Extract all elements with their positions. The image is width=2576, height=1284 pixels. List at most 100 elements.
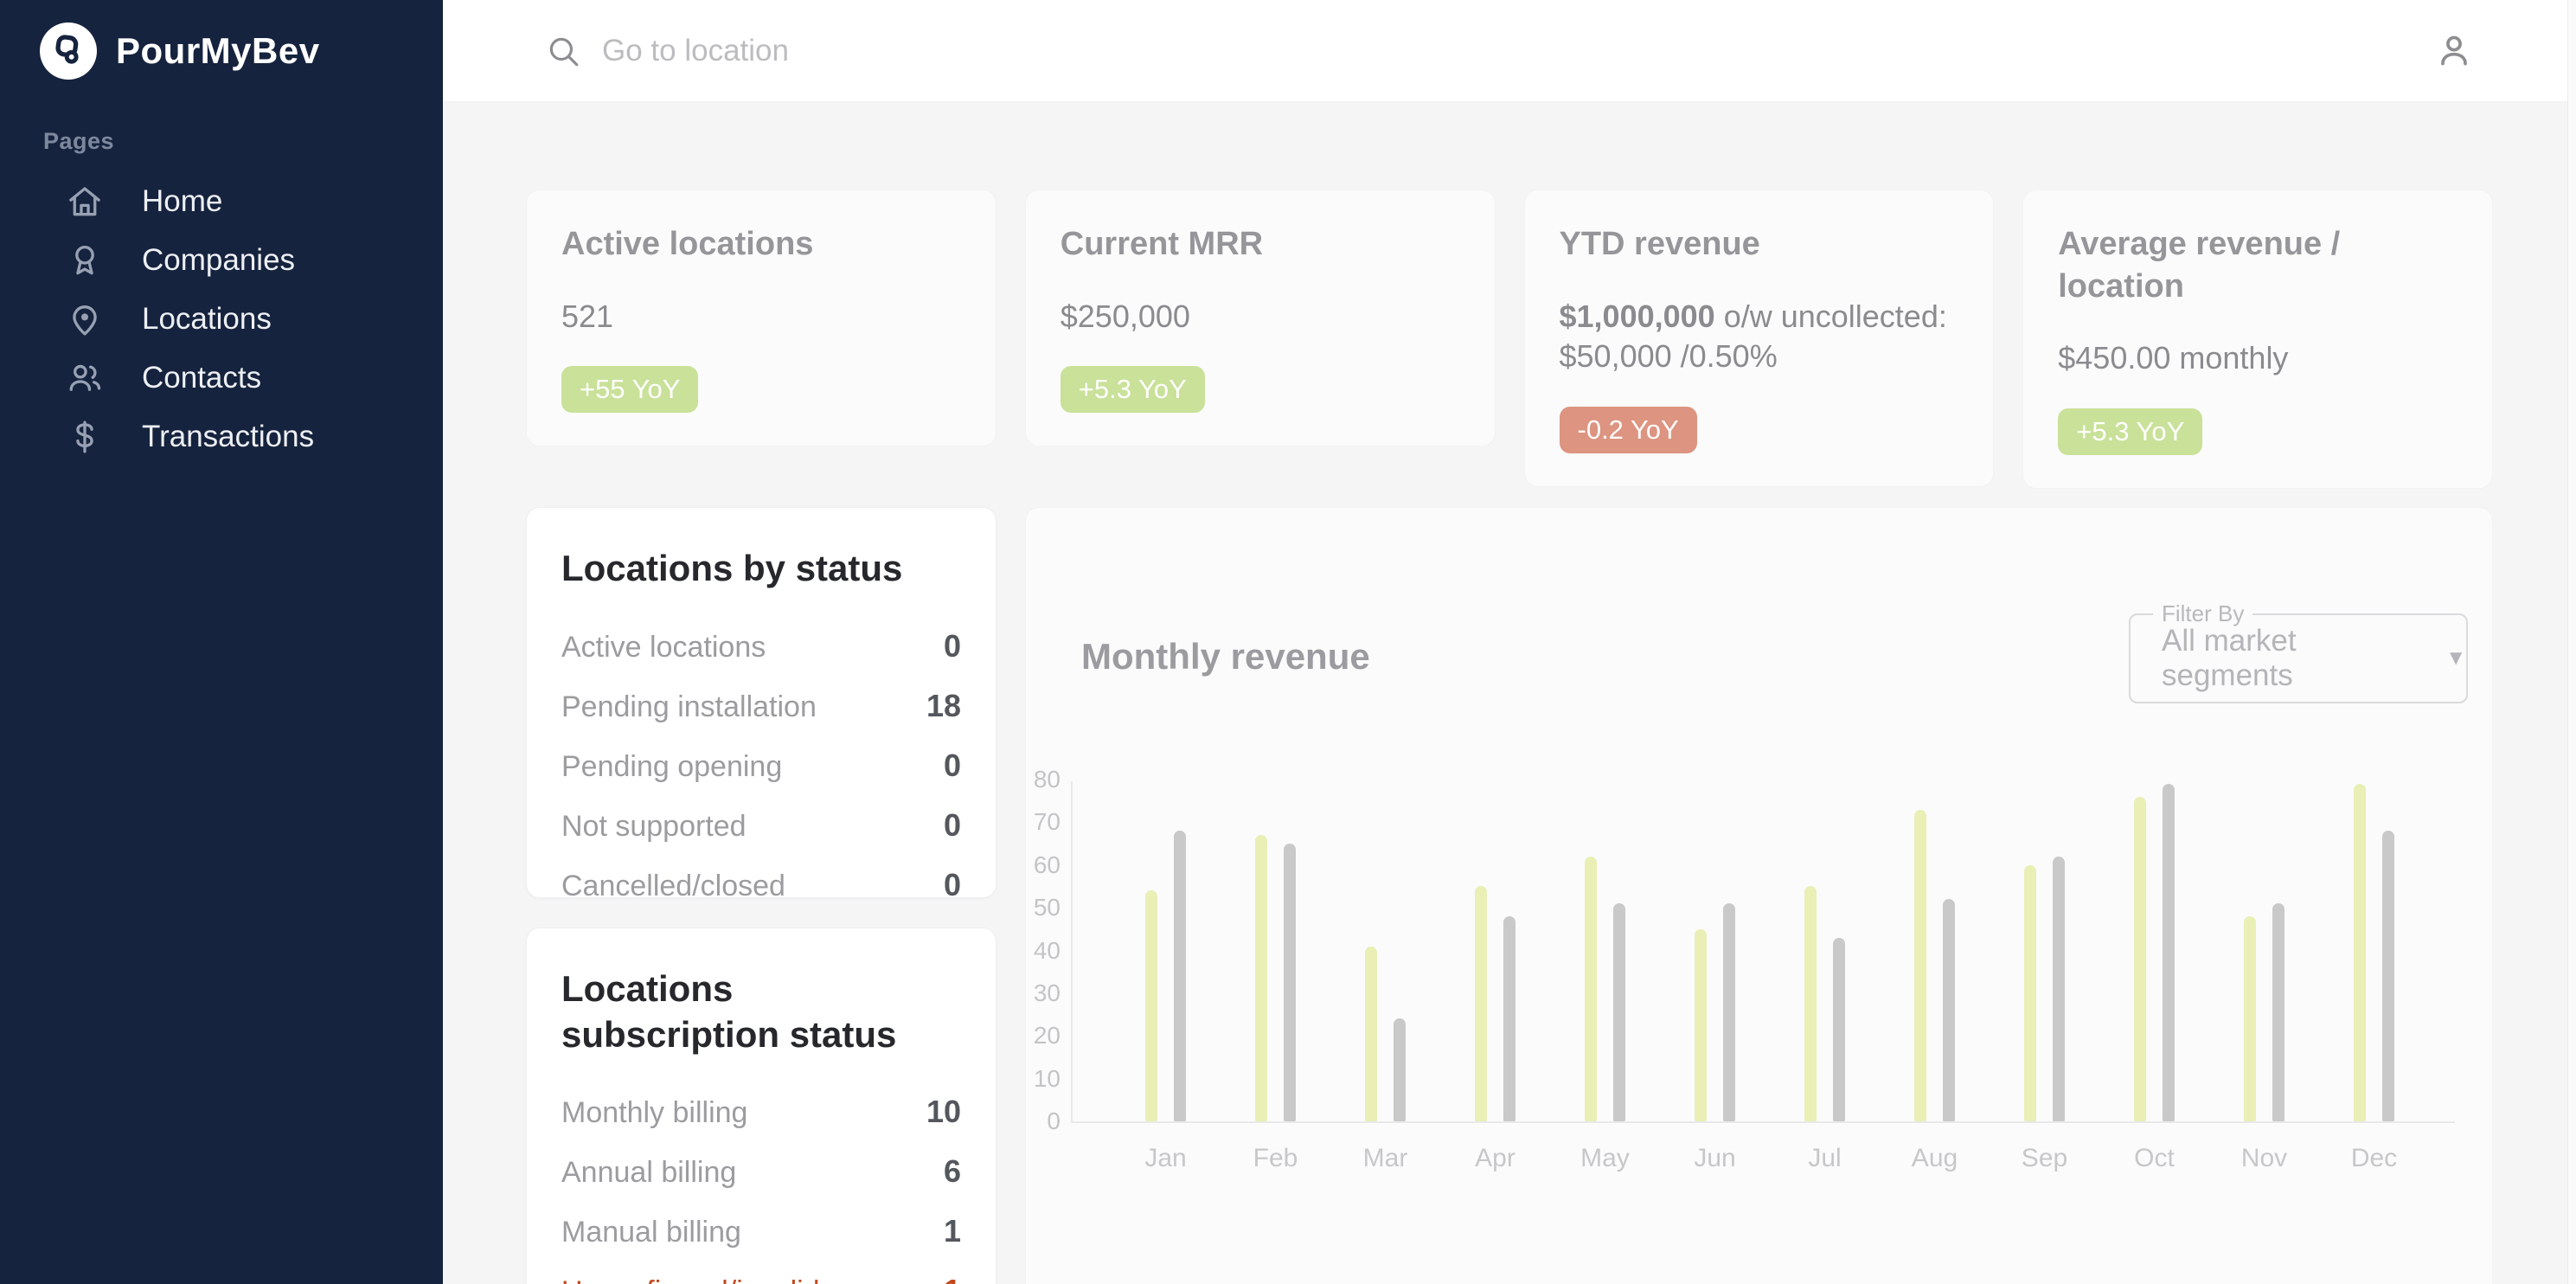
stat-card-ytd-revenue: YTD revenue $1,000,000 o/w uncollected: … [1523, 189, 1995, 488]
bar-series-green [1145, 890, 1157, 1122]
status-row: Monthly billing 10 [561, 1094, 961, 1130]
bar-series-gray [1503, 916, 1515, 1122]
y-tick-label: 60 [1033, 851, 1061, 878]
x-tick-label: Mar [1362, 1144, 1408, 1173]
status-row: Pending installation 18 [561, 688, 961, 724]
row-value: 0 [943, 866, 961, 902]
status-row: Cancelled/closed 0 [561, 867, 961, 903]
yoy-badge: -0.2 YoY [1559, 407, 1697, 454]
chart-bars: Jan Feb Mar Apr May Jun Jul Aug Sep Oct Nov Dec [1073, 781, 2455, 1172]
y-tick-label: 70 [1033, 808, 1061, 836]
row-value: 10 [926, 1094, 961, 1130]
row-label: Cancelled/closed [561, 869, 785, 902]
stat-card-value: 521 [561, 298, 614, 334]
month-group-jul: Jul [1804, 781, 1845, 1172]
month-group-may: May [1580, 781, 1630, 1172]
bar-series-green [2244, 916, 2256, 1122]
card-title: Locations by status [561, 548, 903, 589]
x-tick-label: Dec [2350, 1144, 2398, 1173]
status-row: Unconfirmed/invalid subscription1 [561, 1273, 961, 1284]
y-tick-label: 20 [1033, 1022, 1061, 1050]
month-group-dec: Dec [2351, 781, 2397, 1172]
stat-card-title: YTD revenue [1559, 226, 1760, 262]
bar-series-green [1695, 929, 1707, 1122]
stat-card-value: $1,000,000 o/w uncollected: $50,000 /0.5… [1560, 297, 1959, 378]
sidebar-item-home[interactable]: Home [0, 172, 443, 231]
month-group-oct: Oct [2134, 781, 2175, 1172]
bar-series-green [1365, 947, 1377, 1122]
stat-card-value: $450.00 monthly [2058, 340, 2289, 376]
x-tick-label: Nov [2240, 1144, 2288, 1173]
x-tick-label: May [1580, 1144, 1630, 1173]
chart-title: Monthly revenue [1081, 636, 1370, 677]
month-group-mar: Mar [1363, 781, 1407, 1172]
sidebar-item-companies[interactable]: Companies [0, 231, 443, 290]
ytd-suffix: o/w uncollected: [1714, 298, 1947, 334]
bar-series-gray [2382, 831, 2394, 1122]
status-row: Active locations 0 [561, 628, 961, 664]
month-group-nov: Nov [2241, 781, 2287, 1172]
bar-series-gray [1723, 903, 1735, 1122]
bar-series-gray [1943, 899, 1955, 1122]
row-label: Not supported [561, 809, 747, 843]
row-label: Pending opening [561, 749, 783, 783]
yoy-badge: +55 YoY [561, 366, 699, 414]
bar-series-green [1804, 886, 1817, 1122]
card-title: Locations subscription status [561, 968, 897, 1055]
person-icon [2441, 35, 2467, 66]
home-icon [66, 183, 104, 221]
y-tick-label: 40 [1033, 936, 1061, 964]
status-row: Pending opening 0 [561, 748, 961, 784]
search-input[interactable] [602, 34, 1381, 68]
market-segment-filter[interactable]: Filter By All market segments ▼ [2129, 600, 2468, 704]
row-label: Monthly billing [561, 1096, 748, 1130]
x-tick-label: Jan [1144, 1144, 1187, 1173]
row-value: 1 [944, 1273, 961, 1284]
locations-by-status-list: Active locations 0 Pending installation 18 P… [561, 628, 961, 903]
ytd-uncollected: $50,000 /0.50% [1559, 338, 1778, 375]
award-icon [66, 241, 104, 279]
bar-series-gray [1174, 831, 1186, 1122]
row-label: Annual billing [561, 1156, 737, 1190]
stat-card-row: Active locations 521 +55 YoY Current MRR… [526, 189, 2493, 490]
sidebar-item-label: Contacts [142, 361, 262, 395]
sidebar-item-label: Transactions [142, 420, 315, 453]
x-tick-label: Oct [2134, 1144, 2175, 1173]
row-value: 0 [943, 747, 961, 783]
y-tick-label: 80 [1033, 766, 1061, 793]
y-tick-label: 50 [1033, 894, 1061, 921]
user-account-button[interactable] [2434, 31, 2474, 71]
search-icon [549, 37, 579, 67]
sidebar-nav: Home Companies Locations Contacts Transactio… [0, 172, 443, 466]
stat-card-current-mrr: Current MRR $250,000 +5.3 YoY [1024, 189, 1496, 447]
month-group-sep: Sep [2022, 781, 2067, 1172]
map-pin-icon [66, 300, 104, 338]
sidebar-item-label: Locations [142, 302, 272, 336]
sidebar-item-contacts[interactable]: Contacts [0, 349, 443, 408]
bar-series-gray [2272, 903, 2284, 1122]
sidebar-section-label: Pages [43, 128, 115, 154]
yoy-badge: +5.3 YoY [1060, 366, 1205, 414]
filter-label: Filter By [2153, 600, 2253, 628]
topbar [443, 0, 2576, 102]
sidebar-item-locations[interactable]: Locations [0, 290, 443, 349]
vertical-scrollbar[interactable] [2567, 0, 2576, 1284]
sidebar-item-label: Companies [142, 243, 296, 277]
people-icon [66, 359, 104, 397]
month-group-jan: Jan [1144, 781, 1187, 1172]
locations-by-status-card: Locations by status Active locations 0 Pen… [526, 507, 996, 902]
bar-series-gray [1284, 844, 1296, 1122]
brand-logo[interactable]: PourMyBev [0, 0, 443, 80]
stat-card-title: Average revenue / location [2058, 226, 2341, 305]
x-tick-label: Aug [1911, 1144, 1958, 1173]
subscription-status-card: Locations subscription status Monthly bi… [526, 928, 996, 1284]
month-group-apr: Apr [1475, 781, 1515, 1172]
row-label: Manual billing [561, 1216, 741, 1249]
bar-series-green [1585, 857, 1597, 1122]
sidebar-item-transactions[interactable]: Transactions [0, 408, 443, 466]
stat-card-active-locations: Active locations 521 +55 YoY [526, 189, 996, 447]
bar-series-green [2024, 865, 2036, 1122]
y-tick-label: 30 [1033, 979, 1061, 1006]
month-group-jun: Jun [1694, 781, 1736, 1172]
status-row: Not supported 0 [561, 807, 961, 844]
